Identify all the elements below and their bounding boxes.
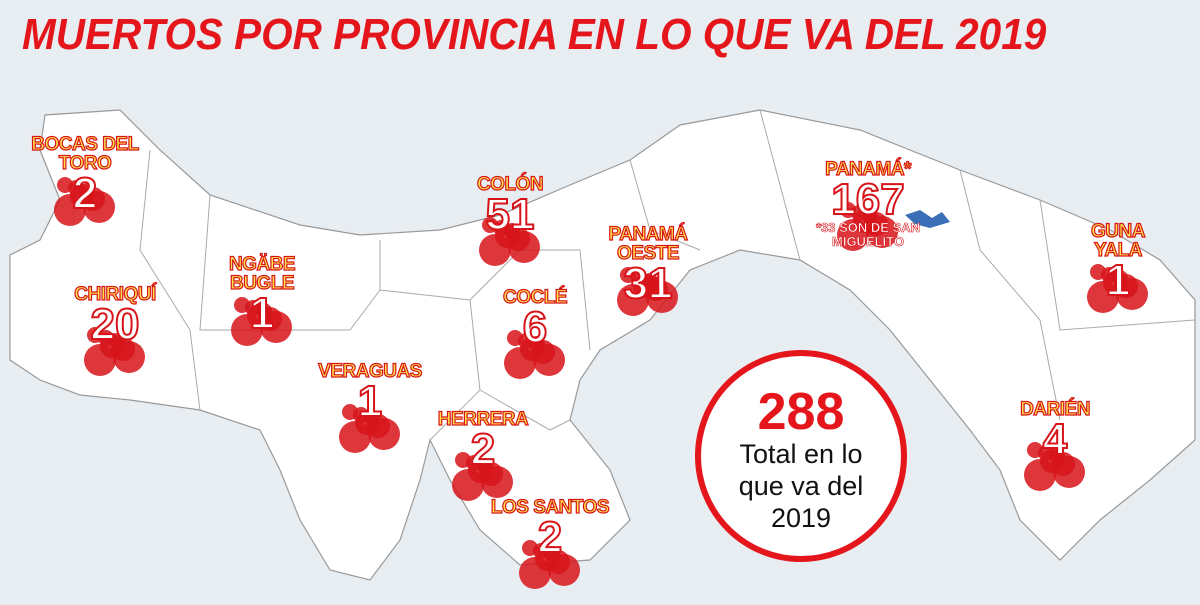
splat (837, 219, 869, 251)
splat (364, 410, 380, 426)
splat (339, 421, 371, 453)
region-label: NGÄBE BUGLE 1 (222, 254, 302, 338)
blood-splatters (54, 177, 1148, 589)
region-name: PANAMÁ OESTE (608, 224, 689, 264)
region-label: CHIRIQUÍ 20 (60, 284, 170, 349)
region-name: LOS SANTOS (490, 497, 610, 518)
region-name: BOCAS DEL TORO (31, 134, 140, 174)
title: MUERTOS POR PROVINCIA EN LO QUE VA DEL 2… (22, 10, 1047, 59)
panama-outline (9, 109, 1196, 581)
region-label: LOS SANTOS 2 (485, 497, 615, 562)
region-label: PANAMÁ* 167 *33 SON DE SAN MIGUELITO (793, 159, 943, 249)
splat (544, 546, 560, 562)
region-name: CHIRIQUÍ (74, 284, 157, 305)
region-label: BOCAS DEL TORO 2 (30, 134, 140, 218)
region-count: 2 (72, 169, 98, 218)
splat (1112, 270, 1128, 286)
region-name: NGÄBE BUGLE (228, 254, 296, 294)
region-count: 51 (485, 190, 536, 239)
splat (1087, 281, 1119, 313)
splat (1024, 459, 1056, 491)
region-note: *33 SON DE SAN MIGUELITO (815, 220, 921, 249)
region-name: COLÓN (476, 174, 544, 195)
region-count: 1 (357, 377, 383, 426)
splat (79, 183, 95, 199)
total-label: Total en lo que va del 2019 (738, 439, 864, 533)
region-label: COCLÉ 6 (490, 287, 580, 352)
splat (109, 333, 125, 349)
splat (519, 557, 551, 589)
region-count: 1 (1105, 256, 1131, 305)
splat (54, 194, 86, 226)
region-name: COCLÉ (502, 287, 568, 308)
region-name: HERRERA (437, 409, 529, 430)
total-value: 288 (757, 383, 845, 441)
region-count: 4 (1042, 415, 1068, 464)
region-name: GUNA YALA (1090, 221, 1146, 261)
region-count: 2 (537, 513, 563, 562)
splat (529, 336, 545, 352)
splat (504, 347, 536, 379)
splat (256, 303, 272, 319)
splat (617, 284, 649, 316)
region-label: COLÓN 51 (465, 174, 555, 239)
region-label: HERRERA 2 (433, 409, 533, 474)
total-circle: 288 Total en lo que va del 2019 (695, 350, 907, 562)
splat (84, 344, 116, 376)
splat (452, 469, 484, 501)
region-label: VERAGUAS 1 (310, 361, 430, 426)
splat (479, 234, 511, 266)
region-label: DARIÉN 4 (1010, 399, 1100, 464)
region-count: 167 (830, 175, 905, 224)
splat (477, 458, 493, 474)
splat (862, 208, 878, 224)
splat (231, 314, 263, 346)
province-borders (139, 109, 1196, 441)
region-label: PANAMÁ OESTE 31 (598, 224, 698, 308)
region-count: 20 (90, 300, 141, 349)
region-name: PANAMÁ* (824, 159, 912, 180)
splat (504, 223, 520, 239)
region-label: GUNA YALA 1 (1083, 221, 1153, 305)
region-count: 2 (470, 425, 496, 474)
region-name: DARIÉN (1019, 399, 1091, 420)
region-count: 6 (522, 303, 548, 352)
lake (905, 210, 950, 228)
region-count: 1 (249, 289, 275, 338)
splat (642, 273, 658, 289)
region-count: 31 (623, 259, 674, 308)
splat (1049, 448, 1065, 464)
region-name: VERAGUAS (318, 361, 423, 382)
